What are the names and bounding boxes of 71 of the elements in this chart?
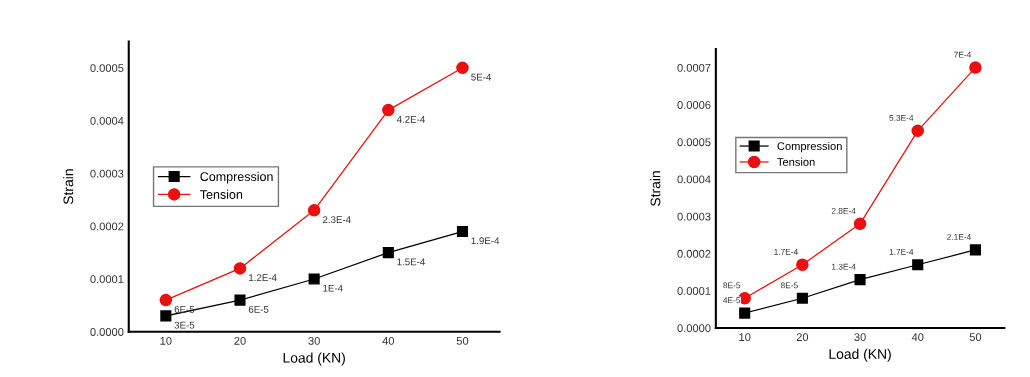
data-label: 5E-4	[471, 73, 492, 81]
x-tick-label: 30	[854, 333, 866, 342]
data-label: 1E-4	[323, 284, 343, 292]
legend-label: Tension	[200, 189, 243, 199]
y-tick-label: 0.0007	[677, 63, 711, 72]
point	[234, 294, 246, 306]
legend-label: Compression	[777, 141, 842, 153]
point	[382, 103, 395, 117]
y-tick-label: 0.0005	[90, 64, 124, 72]
point	[456, 61, 469, 75]
y-tick-label: 0.0003	[90, 169, 124, 178]
x-axis-title: Load (KN)	[283, 352, 345, 366]
x-tick-label: 20	[796, 333, 809, 342]
y-tick-label: 0.0000	[90, 328, 124, 336]
x-tick-label: 50	[969, 333, 982, 342]
data-label: 5.3E-4	[889, 114, 914, 121]
point	[969, 244, 981, 256]
data-label: 1.2E-4	[249, 274, 277, 282]
data-label: 6E-5	[174, 305, 195, 313]
x-tick-label: 40	[911, 333, 924, 342]
y-tick-label: 0.0002	[90, 222, 124, 231]
x-tick-label: 40	[382, 336, 395, 345]
x-tick-label: 20	[234, 336, 246, 345]
data-label: 1.5E-4	[397, 258, 425, 266]
data-label: 3E-5	[174, 321, 195, 329]
point	[739, 307, 751, 319]
y-tick-label: 0.0000	[677, 324, 711, 333]
point	[796, 292, 808, 304]
y-tick-label: 0.0004	[90, 116, 124, 125]
data-label: 1.7E-4	[774, 248, 798, 255]
point	[911, 124, 924, 138]
point	[796, 258, 809, 272]
point	[912, 259, 924, 271]
data-label: 8E-5	[723, 282, 741, 289]
data-label: 2.3E-4	[322, 216, 351, 224]
data-label: 4E-5	[723, 297, 741, 304]
y-tick-label: 0.0001	[677, 287, 711, 295]
x-tick-label: 50	[456, 336, 469, 345]
point	[969, 61, 982, 74]
legend-label: Compression	[200, 171, 273, 184]
data-label: 4.2E-4	[396, 115, 425, 123]
x-tick-label: 30	[308, 336, 320, 345]
data-label: 1.9E-4	[471, 237, 500, 245]
point	[456, 225, 469, 238]
data-label: 7E-4	[954, 51, 971, 58]
point	[159, 293, 173, 307]
y-tick-label: 0.0001	[90, 275, 124, 284]
x-tick-label: 10	[160, 336, 172, 345]
y-tick-label: 0.0006	[677, 101, 711, 109]
y-tick-label: 0.0002	[677, 249, 711, 258]
y-axis-title: Strain	[650, 171, 661, 207]
point	[382, 247, 394, 259]
point	[308, 273, 320, 285]
data-label: 8E-5	[780, 282, 798, 289]
point	[854, 274, 866, 286]
data-label: 6E-5	[248, 305, 269, 313]
y-axis-title: Strain	[63, 169, 74, 205]
data-label: 2.8E-4	[831, 207, 856, 214]
point	[853, 217, 867, 231]
data-label: 1.3E-4	[831, 263, 856, 270]
legend-label: Tension	[777, 157, 815, 166]
x-tick-label: 10	[739, 333, 751, 342]
y-tick-label: 0.0003	[677, 212, 711, 221]
point	[307, 204, 321, 217]
point	[160, 310, 172, 322]
data-label: 2.1E-4	[947, 233, 971, 240]
y-tick-label: 0.0004	[677, 175, 711, 184]
x-axis-title: Load (KN)	[829, 348, 891, 362]
data-label: 1.7E-4	[889, 248, 914, 255]
point	[233, 262, 247, 275]
y-tick-label: 0.0005	[677, 138, 711, 147]
